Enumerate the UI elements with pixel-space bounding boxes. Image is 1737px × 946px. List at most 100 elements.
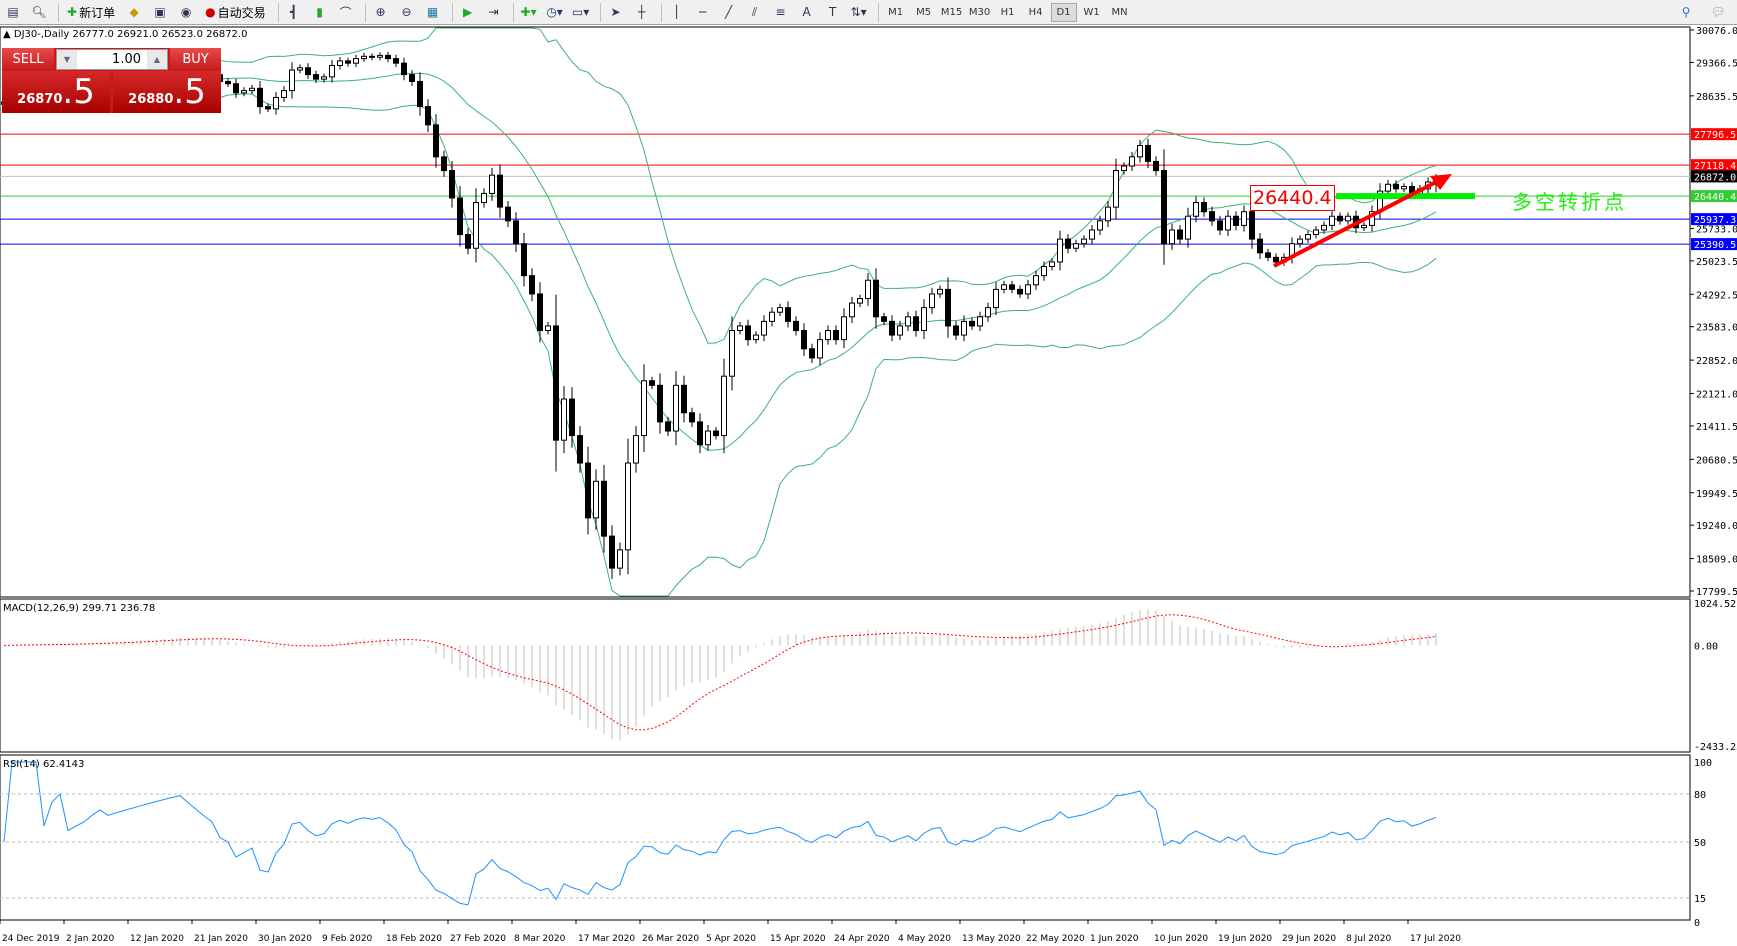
candle <box>1153 156 1159 176</box>
zoom-out-icon[interactable]: ⊖ <box>401 5 412 19</box>
periods-icon[interactable]: ◷▾ <box>546 5 563 19</box>
chat-icon[interactable]: 💬︎ <box>1710 5 1726 19</box>
candle <box>1361 222 1367 231</box>
rsi-pane-frame <box>0 754 1691 921</box>
timeframe-m30[interactable]: M30 <box>968 6 991 18</box>
sell-price-button[interactable]: 26870.5 <box>2 71 110 113</box>
candle-body <box>945 288 951 327</box>
candle <box>569 387 575 448</box>
bar-chart-icon[interactable]: ┫ <box>289 5 298 19</box>
tile-windows-icon[interactable]: ▦ <box>426 5 439 19</box>
arrows-icon[interactable]: ⇅▾ <box>850 5 867 19</box>
increase-lot-icon[interactable]: ▲ <box>147 50 167 69</box>
candle-body <box>953 325 959 336</box>
text-icon[interactable]: A <box>802 5 811 19</box>
signals-icon[interactable]: ◉ <box>180 5 192 19</box>
candle <box>1025 279 1031 299</box>
timeframe-h1[interactable]: H1 <box>1000 6 1015 18</box>
buy-price-main: 26880 <box>128 92 174 107</box>
pivot-annotation-text[interactable]: 多空转折点 <box>1512 190 1627 214</box>
rsi-line <box>3 761 1437 906</box>
equidistant-channel-icon[interactable]: ⫽ <box>751 4 758 19</box>
trendline-icon[interactable]: ╱ <box>724 5 733 19</box>
candle <box>625 438 631 575</box>
x-tick-label: 8 Mar 2020 <box>514 934 566 944</box>
candle <box>273 91 279 115</box>
candle-body <box>1273 256 1279 263</box>
timeframe-w1[interactable]: W1 <box>1083 6 1100 18</box>
timeframe-m1[interactable]: M1 <box>888 6 904 18</box>
candle-body <box>417 80 423 108</box>
history-center-icon[interactable]: ◆ <box>129 5 139 19</box>
cursor-icon[interactable]: ➤ <box>610 5 621 19</box>
candle <box>337 57 343 70</box>
buy-price-button[interactable]: 26880.5 <box>113 71 221 113</box>
zoom-in-icon[interactable]: ⊕ <box>375 5 386 19</box>
y-tick-label: 25733.0 <box>1696 224 1737 235</box>
timeframe-d1[interactable]: D1 <box>1050 2 1077 22</box>
fibonacci-icon[interactable]: ≡ <box>775 5 786 19</box>
horizontal-line-icon[interactable]: ─ <box>698 5 707 19</box>
divider <box>660 2 662 22</box>
candle-body <box>393 58 399 64</box>
candle-body <box>977 316 983 327</box>
x-tick-label: 17 Mar 2020 <box>578 934 635 944</box>
lot-size-input[interactable]: 1.00 <box>112 52 141 67</box>
candle-body <box>473 202 479 249</box>
timeframe-mn[interactable]: MN <box>1111 6 1128 18</box>
candle-body <box>385 54 391 60</box>
candle-body <box>377 54 383 58</box>
new-chart-icon[interactable]: ▤ <box>7 5 19 19</box>
candle-body <box>1297 238 1303 245</box>
candle-body <box>609 535 615 569</box>
candle <box>505 200 511 228</box>
indicators-icon[interactable]: ✚▾ <box>520 5 537 19</box>
candle <box>441 150 447 177</box>
candle-body <box>353 58 359 64</box>
candle <box>265 103 271 113</box>
sell-button[interactable]: SELL <box>2 48 54 70</box>
templates-icon[interactable]: ▭▾ <box>571 5 590 19</box>
x-tick-label: 13 May 2020 <box>962 934 1021 944</box>
candle <box>969 317 975 330</box>
lot-size-stepper[interactable]: ▼ 1.00 ▲ <box>56 49 168 70</box>
new-order-button[interactable]: ✚ 新订单 <box>63 2 119 23</box>
candle-body <box>481 192 487 204</box>
price-level-tag <box>1691 213 1737 226</box>
divider <box>877 2 879 22</box>
pivot-price-label[interactable]: 26440.4 <box>1250 185 1335 211</box>
x-tick-label: 24 Dec 2019 <box>2 934 60 944</box>
search-icon[interactable]: ⚲ <box>1681 5 1691 19</box>
timeframe-h4[interactable]: H4 <box>1028 6 1043 18</box>
candle <box>777 303 783 317</box>
timeframe-m5[interactable]: M5 <box>916 6 932 18</box>
candle <box>1073 239 1079 253</box>
candle-body <box>497 174 503 208</box>
candlestick-icon[interactable]: ▮ <box>316 5 323 19</box>
line-chart-icon[interactable]: ⌒ <box>339 5 352 20</box>
text-label-icon[interactable]: T <box>828 5 837 19</box>
macd-signal-line <box>3 614 1437 731</box>
auto-scroll-icon[interactable]: ▶ <box>462 5 473 19</box>
chart-shift-icon[interactable]: ⇥ <box>488 5 499 19</box>
candle <box>785 301 791 328</box>
terminal-icon[interactable]: ▣ <box>154 5 166 19</box>
crosshair-icon[interactable]: ┼ <box>637 5 646 19</box>
candle <box>1041 261 1047 281</box>
zoom-window-icon[interactable]: 🔍︎ <box>31 5 47 19</box>
auto-trading-button[interactable]: ● 自动交易 <box>201 2 270 23</box>
candle-body <box>313 74 319 80</box>
candle <box>297 64 303 74</box>
candle <box>1369 205 1375 232</box>
candle <box>977 311 983 331</box>
candle-body <box>441 156 447 172</box>
candle <box>449 160 455 208</box>
buy-button[interactable]: BUY <box>170 48 221 70</box>
decrease-lot-icon[interactable]: ▼ <box>57 50 77 69</box>
timeframe-m15[interactable]: M15 <box>940 6 963 18</box>
vertical-line-icon[interactable]: │ <box>672 5 681 19</box>
candle <box>1017 285 1023 298</box>
x-tick-label: 29 Jun 2020 <box>1282 934 1336 944</box>
collapse-triangle-icon[interactable]: ▲ <box>3 29 14 40</box>
